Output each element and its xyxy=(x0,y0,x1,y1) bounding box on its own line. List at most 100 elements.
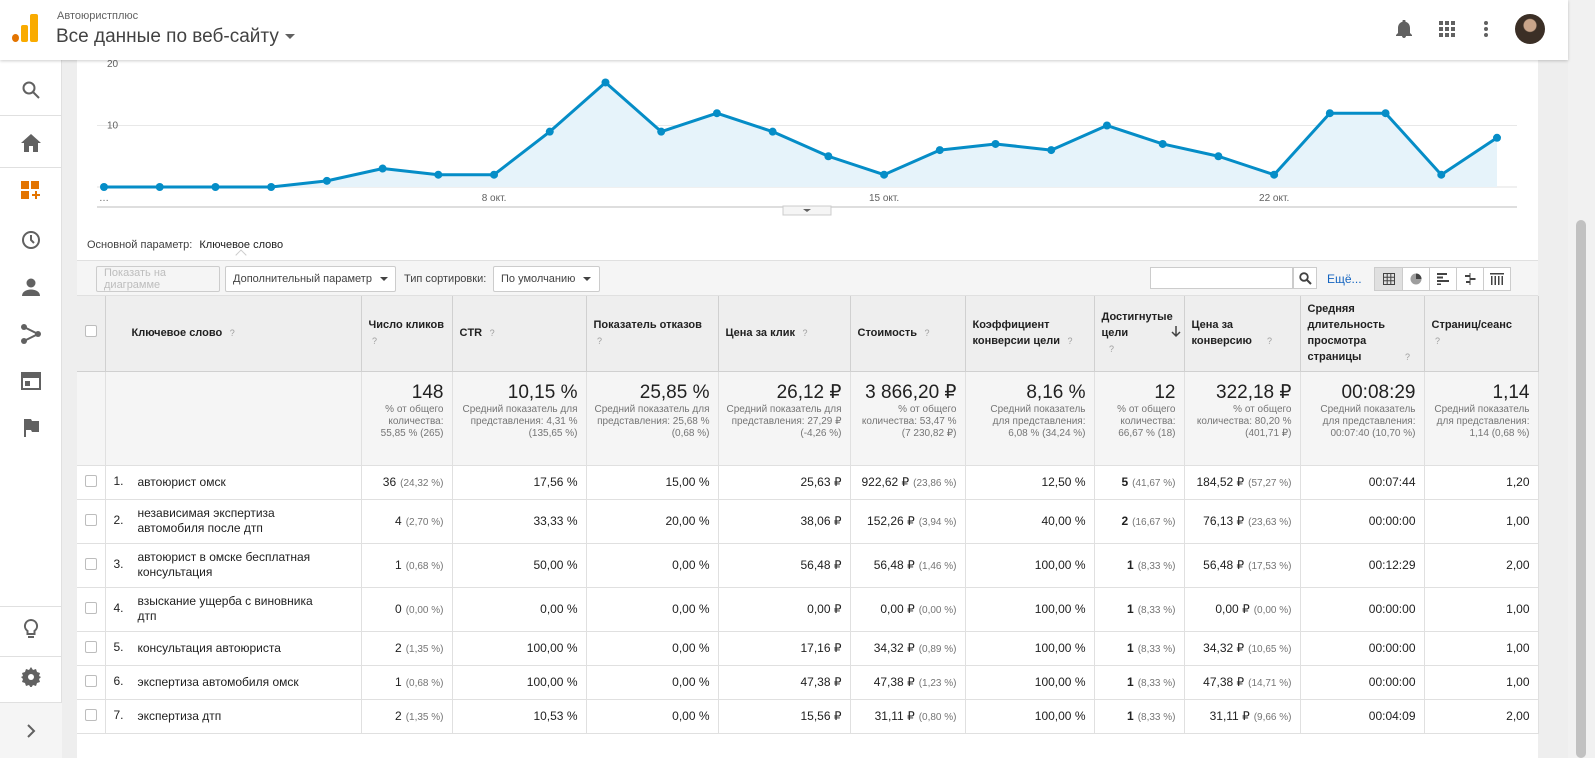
sort-type-dropdown[interactable]: По умолчанию xyxy=(493,266,600,292)
x-tick-label: … xyxy=(99,193,109,204)
search-icon xyxy=(1298,271,1312,285)
expand-nav-button[interactable] xyxy=(0,702,62,758)
time-value: 00:00:00 xyxy=(1368,514,1416,528)
col-ctr[interactable]: CTR? xyxy=(452,296,587,372)
customization-icon[interactable] xyxy=(0,171,62,211)
help-icon[interactable]: ? xyxy=(371,336,377,347)
data-point xyxy=(1493,133,1501,142)
row-checkbox[interactable] xyxy=(84,513,97,526)
keyword-link[interactable]: автоюрист омск xyxy=(137,474,226,489)
table-view-icon[interactable] xyxy=(1375,268,1402,290)
caret-down-icon xyxy=(284,34,295,40)
col-goal-completions[interactable]: Достигнутые цели? xyxy=(1094,296,1185,372)
data-point xyxy=(1214,152,1223,161)
col-bounce-rate[interactable]: Показатель отказов? xyxy=(586,296,719,372)
pivot-view-icon[interactable] xyxy=(1483,268,1510,290)
gear-icon[interactable] xyxy=(0,657,62,697)
help-icon[interactable]: ? xyxy=(1404,352,1410,363)
row-checkbox[interactable] xyxy=(84,674,97,687)
search-button[interactable] xyxy=(1293,267,1317,289)
col-label: Цена за клик xyxy=(725,327,796,340)
conversion-cell: 100,00 % xyxy=(965,543,1095,588)
col-cost[interactable]: Стоимость? xyxy=(850,296,966,372)
caret-down-icon xyxy=(379,277,388,281)
help-icon[interactable]: ? xyxy=(1067,336,1073,347)
primary-dimension-value[interactable]: Ключевое слово xyxy=(199,239,284,251)
total-value: 10,15 % xyxy=(507,381,578,403)
acquisition-icon[interactable] xyxy=(0,314,62,354)
table-search-input[interactable] xyxy=(1150,267,1293,289)
property-selector[interactable]: Все данные по веб-сайту xyxy=(56,26,295,48)
page-scrollbar[interactable] xyxy=(1568,0,1595,758)
keyword-link[interactable]: взыскание ущерба с виновника дтп xyxy=(137,594,313,623)
bounce-value: 15,00 % xyxy=(665,475,710,489)
goals-value: 2 xyxy=(1121,514,1129,528)
keyword-link[interactable]: экспертиза автомобиля омск xyxy=(137,674,299,689)
conversion-cell: 40,00 % xyxy=(965,499,1095,544)
col-goal-conversion-rate[interactable]: Коэффициент конверсии цели? xyxy=(965,296,1095,372)
keyword-link[interactable]: независимая экспертиза автомобиля после … xyxy=(137,506,275,535)
audience-icon[interactable] xyxy=(0,267,62,307)
col-cost-per-conversion[interactable]: Цена за конверсию? xyxy=(1184,296,1301,372)
col-keyword[interactable]: Ключевое слово? xyxy=(105,296,362,372)
keyword-link[interactable]: автоюрист в омске бесплатная консультаци… xyxy=(137,550,311,579)
plot-rows-button[interactable]: Показать на диаграмме xyxy=(96,266,220,292)
help-icon[interactable]: ? xyxy=(596,336,602,347)
goals-cell: 5 (41,67 %) xyxy=(1094,465,1185,500)
comparison-view-icon[interactable] xyxy=(1456,268,1483,290)
col-avg-time-on-page[interactable]: Средняя длительность просмотра страницы? xyxy=(1300,296,1425,372)
col-cpc[interactable]: Цена за клик? xyxy=(718,296,851,372)
select-all-checkbox[interactable] xyxy=(84,324,97,337)
user-avatar[interactable] xyxy=(1515,14,1545,44)
apps-grid-icon[interactable] xyxy=(1434,16,1460,42)
clicks-cell: 4 (2,70 %) xyxy=(361,499,453,544)
data-point xyxy=(322,176,331,185)
scrollbar-thumb[interactable] xyxy=(1576,220,1586,758)
analytics-logo-icon[interactable] xyxy=(12,14,38,42)
help-icon[interactable]: ? xyxy=(1434,336,1440,347)
cpa-percent: (9,66 %) xyxy=(1253,712,1292,723)
keyword-cell: 6. экспертиза автомобиля омск xyxy=(105,665,362,700)
row-checkbox[interactable] xyxy=(84,708,97,721)
account-name[interactable]: Автоюристплюс xyxy=(57,10,139,22)
more-link[interactable]: Ещё... xyxy=(1327,272,1362,286)
conversions-flag-icon[interactable] xyxy=(0,408,62,448)
cpc-cell: 47,38 ₽ xyxy=(718,665,851,700)
total-subtext: Средний показатель для представления: 6,… xyxy=(990,403,1086,439)
help-icon[interactable]: ? xyxy=(229,328,235,339)
row-checkbox[interactable] xyxy=(84,557,97,570)
keyword-link[interactable]: экспертиза дтп xyxy=(137,708,222,723)
keyword-link[interactable]: консультация автоюриста xyxy=(137,640,281,655)
help-icon[interactable]: ? xyxy=(924,328,930,339)
secondary-dimension-dropdown[interactable]: Дополнительный параметр xyxy=(225,266,396,292)
goals-cell: 2 (16,67 %) xyxy=(1094,499,1185,544)
bar-view-icon[interactable] xyxy=(1429,268,1456,290)
help-icon[interactable]: ? xyxy=(489,328,495,339)
conversion-value: 100,00 % xyxy=(1034,602,1086,616)
conversion-cell: 100,00 % xyxy=(965,631,1095,666)
row-number: 2. xyxy=(113,513,124,528)
help-icon[interactable]: ? xyxy=(802,328,808,339)
col-pages-per-session[interactable]: Страниц/сеанс? xyxy=(1424,296,1539,372)
row-checkbox[interactable] xyxy=(84,601,97,614)
behavior-icon[interactable] xyxy=(0,361,62,401)
pie-view-icon[interactable] xyxy=(1402,268,1429,290)
col-clicks[interactable]: Число кликов? xyxy=(361,296,453,372)
help-icon[interactable]: ? xyxy=(1266,336,1272,347)
realtime-icon[interactable] xyxy=(0,220,62,260)
col-label: Достигнутые цели xyxy=(1101,311,1173,340)
row-checkbox[interactable] xyxy=(84,640,97,653)
bell-icon[interactable] xyxy=(1391,16,1417,42)
search-icon[interactable] xyxy=(0,70,62,110)
lightbulb-icon[interactable] xyxy=(0,609,62,649)
cpc-cell: 56,48 ₽ xyxy=(718,543,851,588)
cost-value: 0,00 ₽ xyxy=(880,602,915,616)
more-vert-icon[interactable] xyxy=(1473,16,1499,42)
cost-percent: (23,86 %) xyxy=(913,478,957,489)
home-icon[interactable] xyxy=(0,123,62,163)
goals-percent: (8,33 %) xyxy=(1137,678,1176,689)
goals-cell: 1 (8,33 %) xyxy=(1094,699,1185,734)
cpc-value: 0,00 ₽ xyxy=(807,602,842,616)
help-icon[interactable]: ? xyxy=(1108,344,1114,355)
row-checkbox[interactable] xyxy=(84,474,97,487)
